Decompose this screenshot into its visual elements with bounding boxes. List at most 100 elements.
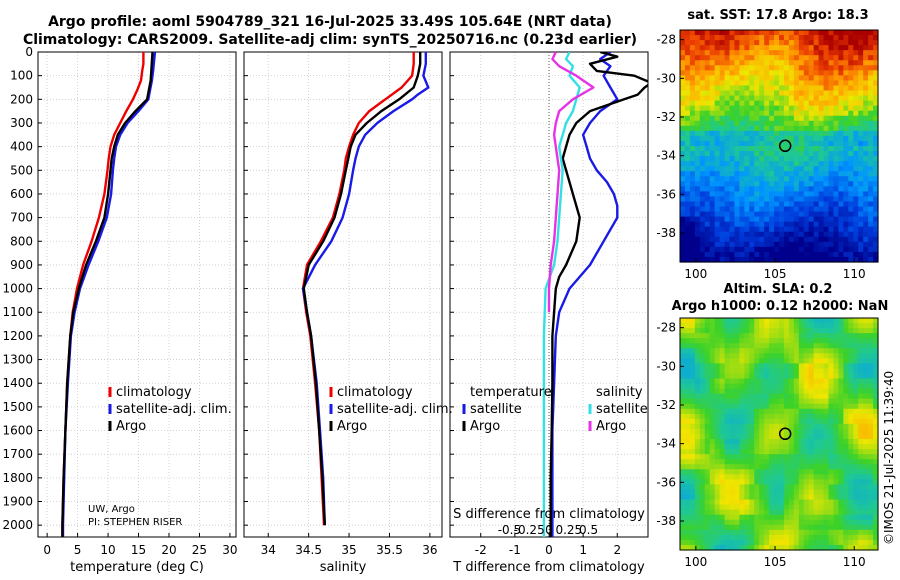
- sst-map-cell: [848, 206, 854, 213]
- sla-map-cell: [833, 358, 839, 364]
- sst-map-cell: [709, 166, 716, 172]
- sla-map-cell: [818, 378, 825, 385]
- sla-map-cell: [714, 519, 721, 526]
- sla-map-cell: [798, 489, 805, 496]
- diff-legend-temp-argo-label: Argo: [470, 419, 500, 434]
- sst-map-cell: [838, 151, 844, 157]
- sst-map-cell: [719, 146, 726, 152]
- sla-map-cell: [739, 474, 745, 480]
- sla-map-cell: [699, 544, 706, 551]
- sst-map-cell: [684, 186, 691, 192]
- sst-map-cell: [863, 151, 869, 157]
- sla-map-cell: [764, 318, 770, 324]
- sst-map-cell: [684, 55, 691, 61]
- sst-map-cell: [848, 65, 854, 71]
- sla-map-cell: [699, 444, 706, 450]
- sst-map-cell: [853, 256, 859, 263]
- sst-map-cell: [803, 176, 810, 182]
- sla-map-cell: [783, 539, 790, 546]
- sla-map-cell: [793, 439, 800, 445]
- sst-map-cell: [764, 161, 770, 167]
- sst-map-cell: [808, 226, 815, 233]
- sst-map-cell: [734, 130, 740, 137]
- sla-map-cell: [714, 469, 721, 475]
- sst-map-cell: [808, 166, 815, 172]
- sla-map-cell: [779, 318, 785, 324]
- sst-map-cell: [749, 256, 755, 263]
- sst-map-cell: [744, 206, 750, 213]
- sst-map-cell: [759, 110, 765, 117]
- sla-map-cell: [828, 444, 835, 450]
- sla-map-cell: [689, 388, 696, 395]
- sla-map-cell: [863, 444, 869, 450]
- sst-map-cell: [798, 115, 805, 122]
- sst-map-cell: [783, 135, 790, 142]
- sla-map-cell: [729, 489, 736, 496]
- sla-map-cell: [863, 479, 869, 486]
- sla-map-cell: [858, 474, 864, 480]
- sla-map-cell: [818, 484, 825, 491]
- sla-map-cell: [744, 469, 750, 475]
- pi-note-line2: PI: STEPHEN RISER: [88, 517, 182, 528]
- sla-map-cell: [734, 474, 740, 480]
- sla-map-cell: [709, 449, 716, 455]
- sst-map-cell: [793, 115, 800, 122]
- sst-map-cell: [684, 95, 691, 102]
- sst-map-cell: [863, 110, 869, 117]
- sla-map-cell: [793, 529, 800, 536]
- sla-map-cell: [868, 434, 874, 440]
- sst-map-cell: [858, 55, 864, 61]
- sst-map-cell: [744, 130, 750, 137]
- sst-map-cell: [868, 35, 874, 41]
- sst-map-cell: [704, 50, 711, 56]
- sst-map-cell: [709, 226, 716, 233]
- sst-map-cell: [769, 30, 775, 36]
- sst-map-cell: [873, 206, 879, 213]
- sla-map-cell: [853, 539, 859, 546]
- sst-map-cell: [873, 171, 879, 177]
- sla-map-cell: [749, 504, 755, 511]
- sst-map-cell: [788, 156, 795, 162]
- sst-map-cell: [729, 241, 736, 248]
- sla-map-cell: [788, 484, 795, 491]
- sst-map-cell: [828, 171, 835, 177]
- sst-map-cell: [689, 50, 696, 56]
- sla-map-cell: [793, 499, 800, 506]
- sst-map-cell: [754, 125, 760, 132]
- sla-map-cell: [759, 529, 765, 536]
- sst-map-cell: [838, 236, 844, 243]
- sla-map-cell: [699, 333, 706, 339]
- sla-map-cell: [774, 459, 780, 465]
- sla-map-cell: [734, 353, 740, 359]
- sst-map-cell: [843, 85, 849, 92]
- sla-map-cell: [749, 539, 755, 546]
- sla-map-cell: [783, 464, 790, 470]
- sst-map-cell: [813, 75, 820, 82]
- sal-legend-satellite-label: satellite-adj. clim.: [337, 402, 453, 417]
- sst-map-cell: [749, 75, 755, 82]
- sst-map-cell: [739, 201, 745, 208]
- sla-map-cell: [724, 479, 731, 486]
- sla-map-cell: [808, 499, 815, 506]
- chart-title-line1: Argo profile: aoml 5904789_321 16-Jul-20…: [48, 14, 612, 30]
- sst-map-cell: [774, 140, 780, 147]
- sla-map-cell: [843, 454, 849, 460]
- sst-map-cell: [744, 60, 750, 66]
- sla-map-cell: [793, 539, 800, 546]
- sst-map-cell: [828, 125, 835, 132]
- depth-tick-label: 1600: [2, 424, 33, 438]
- sst-map-cell: [724, 201, 731, 208]
- sst-map-cell: [709, 90, 716, 97]
- sst-map-cell: [769, 65, 775, 71]
- sst-map-cell: [774, 120, 780, 127]
- sla-map-cell: [833, 449, 839, 455]
- sla-map-cell: [724, 534, 731, 541]
- sst-map-cell: [684, 201, 691, 208]
- sla-map-cell: [689, 408, 696, 415]
- sst-map-cell: [828, 30, 835, 36]
- sla-map-cell: [744, 318, 750, 324]
- sst-map-cell: [813, 201, 820, 208]
- sst-map-cell: [873, 55, 879, 61]
- sst-map-ytick-label: -32: [656, 110, 676, 124]
- sla-map-cell: [833, 373, 839, 380]
